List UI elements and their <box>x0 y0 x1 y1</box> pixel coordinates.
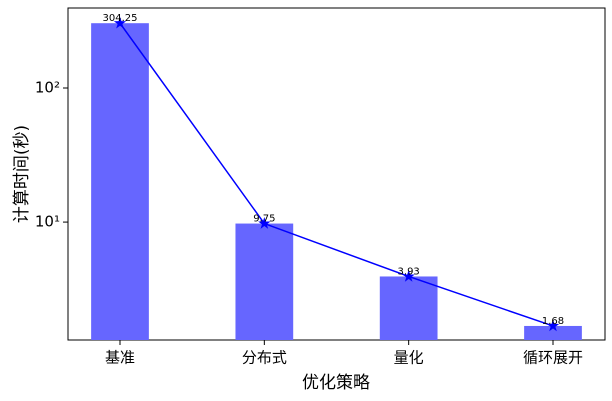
x-tick-label: 循环展开 <box>523 349 583 367</box>
y-tick-label: 10² <box>35 78 60 96</box>
data-label: 9.75 <box>253 214 275 225</box>
y-tick-label: 10¹ <box>35 213 60 231</box>
data-label: 1.68 <box>542 316 564 327</box>
bar <box>235 223 294 340</box>
y-axis-label: 计算时间(秒) <box>12 125 32 223</box>
x-axis-label: 优化策略 <box>302 373 370 393</box>
star-marker <box>258 217 271 229</box>
star-marker <box>402 269 415 282</box>
bar <box>524 325 582 340</box>
x-tick-label: 分布式 <box>242 349 287 367</box>
star-marker <box>546 319 560 332</box>
x-tick-label: 基准 <box>105 349 135 367</box>
data-label: 304.25 <box>103 13 138 24</box>
line <box>119 22 554 327</box>
data-label: 3.93 <box>398 266 420 277</box>
bar <box>379 276 438 340</box>
bar <box>91 23 149 340</box>
plot-frame <box>67 7 606 341</box>
star-marker <box>113 16 127 29</box>
x-tick-label: 量化 <box>394 349 424 367</box>
